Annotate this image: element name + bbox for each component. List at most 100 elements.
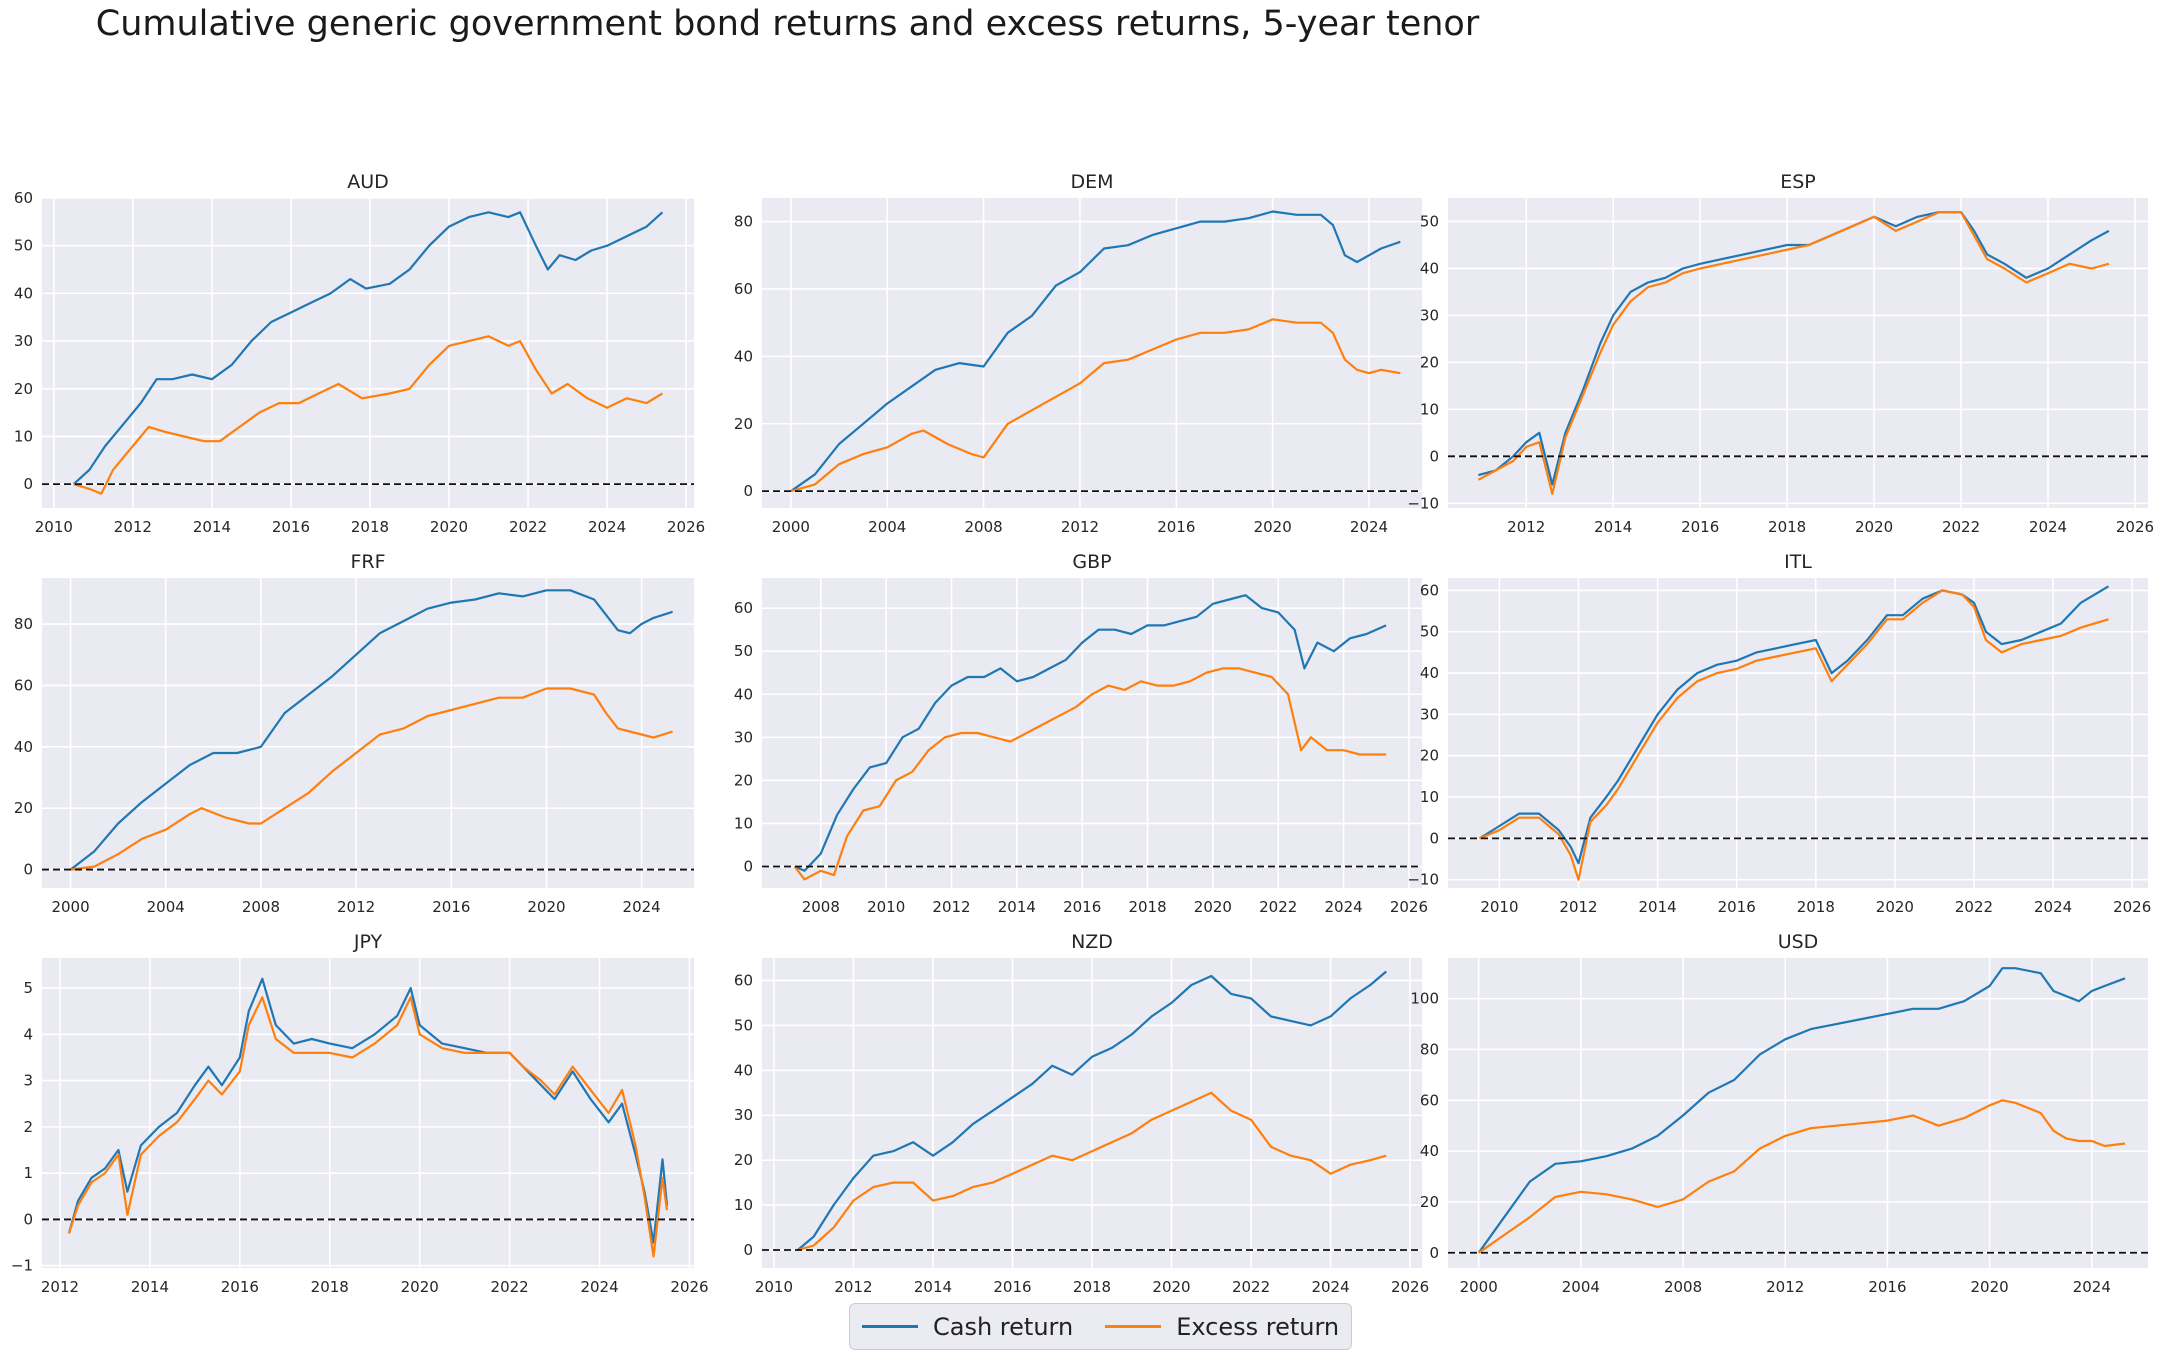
series-line-cash-return-frf	[69, 589, 673, 871]
x-tick-label-dem: 2000	[772, 518, 810, 536]
x-tick-label-esp: 2016	[1681, 518, 1719, 536]
series-line-excess-return-jpy	[67, 996, 669, 1258]
y-tick-label-itl: 20	[1420, 747, 1439, 765]
series-line-cash-return-usd	[1477, 967, 2126, 1254]
x-tick-label-frf: 2008	[242, 898, 280, 916]
x-tick-label-usd: 2004	[1562, 1278, 1600, 1296]
x-tick-label-dem: 2008	[965, 518, 1003, 536]
x-tick-label-nzd: 2012	[834, 1278, 872, 1296]
x-tick-label-frf: 2012	[337, 898, 375, 916]
y-tick-label-nzd: 50	[734, 1016, 753, 1034]
y-tick-label-jpy: 4	[23, 1025, 33, 1043]
plot-area-dem	[762, 198, 1422, 508]
plot-area-usd	[1448, 958, 2148, 1268]
x-tick-label-nzd: 2024	[1311, 1278, 1349, 1296]
legend-item-cash-return: Cash return	[862, 1313, 1073, 1341]
x-tick-label-aud: 2016	[272, 518, 310, 536]
y-tick-label-esp: 50	[1420, 212, 1439, 230]
y-tick-label-jpy: 2	[23, 1118, 33, 1136]
panel-usd: 2000 2004 2008 2012 2016 2020 2024 0 20 40 60 80 100…	[1410, 931, 2148, 1296]
x-tick-label-nzd: 2020	[1152, 1278, 1190, 1296]
x-tick-label-aud: 2012	[114, 518, 152, 536]
y-tick-label-nzd: 60	[734, 971, 753, 989]
x-tick-label-gbp: 2016	[1063, 898, 1101, 916]
panel-title-jpy: JPY	[353, 931, 383, 953]
panel-itl: 2010 2012 2014 2016 2018 2020 2022 2024 2026−100…	[1407, 551, 2151, 916]
y-tick-label-usd: 60	[1420, 1091, 1439, 1109]
x-tick-label-aud: 2022	[509, 518, 547, 536]
series-line-cash-return-dem	[790, 210, 1401, 493]
x-tick-label-gbp: 2020	[1194, 898, 1232, 916]
y-tick-label-frf: 60	[14, 676, 33, 694]
y-tick-label-usd: 80	[1420, 1040, 1439, 1058]
y-tick-label-itl: 60	[1420, 581, 1439, 599]
y-tick-label-dem: 40	[734, 347, 753, 365]
x-tick-label-frf: 2024	[623, 898, 661, 916]
x-tick-label-frf: 2004	[147, 898, 185, 916]
y-tick-label-usd: 100	[1410, 990, 1439, 1008]
series-line-excess-return-usd	[1478, 1099, 2126, 1254]
plot-area-gbp	[762, 578, 1422, 888]
y-tick-label-gbp: 0	[743, 857, 753, 875]
x-tick-label-dem: 2004	[868, 518, 906, 536]
series-line-excess-return-frf	[70, 687, 673, 871]
panel-esp: 2012 2014 2016 2018 2020 2022 2024 2026 −10 0 10 20…	[1407, 171, 2154, 536]
x-tick-label-usd: 2000	[1460, 1278, 1498, 1296]
y-tick-label-frf: 0	[23, 861, 33, 879]
x-tick-label-aud: 2018	[351, 518, 389, 536]
y-tick-label-aud: 30	[14, 332, 33, 350]
series-line-cash-return-aud	[72, 211, 664, 486]
panel-aud: 2010 2012 2014 2016 2018 2020 2022 2024 2026 0 10 2…	[14, 171, 705, 536]
y-tick-label-usd: 20	[1420, 1193, 1439, 1211]
y-tick-label-gbp: 10	[734, 814, 753, 832]
x-tick-label-gbp: 2014	[998, 898, 1036, 916]
x-tick-label-itl: 2022	[1955, 898, 1993, 916]
x-tick-label-esp: 2018	[1768, 518, 1806, 536]
x-tick-label-aud: 2014	[193, 518, 231, 536]
x-tick-label-frf: 2020	[527, 898, 565, 916]
x-tick-label-aud: 2020	[430, 518, 468, 536]
y-tick-label-usd: 0	[1429, 1244, 1439, 1262]
x-tick-label-jpy: 2016	[221, 1278, 259, 1296]
x-tick-label-itl: 2024	[2034, 898, 2072, 916]
series-line-excess-return-gbp	[793, 667, 1387, 881]
series-line-excess-return-dem	[790, 318, 1401, 493]
panel-title-itl: ITL	[1784, 551, 1812, 573]
panel-frf: 2000 2004 2008 2012 2016 2020 2024 0 20 40 60 80 FRF	[14, 551, 694, 916]
figure-title: Cumulative generic government bond retur…	[95, 4, 1480, 44]
y-tick-label-gbp: 50	[734, 642, 753, 660]
y-tick-label-nzd: 30	[734, 1106, 753, 1124]
panel-jpy: 2012 2014 2016 2018 2020 2022 2024 2026 −1 0 1 2 3 4 5…	[11, 931, 709, 1296]
y-tick-label-esp: 20	[1420, 353, 1439, 371]
legend-label-cash-return: Cash return	[933, 1312, 1074, 1341]
x-tick-label-esp: 2020	[1855, 518, 1893, 536]
legend-item-excess-return: Excess return	[1105, 1313, 1339, 1341]
x-tick-label-gbp: 2012	[932, 898, 970, 916]
x-tick-label-dem: 2020	[1254, 518, 1292, 536]
x-tick-label-dem: 2016	[1157, 518, 1195, 536]
y-tick-label-usd: 40	[1420, 1142, 1439, 1160]
y-tick-label-jpy: 0	[23, 1210, 33, 1228]
x-tick-label-gbp: 2022	[1259, 898, 1297, 916]
y-tick-label-nzd: 0	[743, 1241, 753, 1259]
x-tick-label-esp: 2012	[1507, 518, 1545, 536]
x-tick-label-usd: 2008	[1664, 1278, 1702, 1296]
x-tick-label-itl: 2010	[1480, 898, 1518, 916]
y-tick-label-gbp: 60	[734, 599, 753, 617]
panel-title-usd: USD	[1778, 931, 1819, 953]
x-tick-label-itl: 2012	[1559, 898, 1597, 916]
y-tick-label-nzd: 40	[734, 1061, 753, 1079]
x-tick-label-aud: 2026	[667, 518, 705, 536]
y-tick-label-aud: 40	[14, 284, 33, 302]
y-tick-label-frf: 20	[14, 799, 33, 817]
series-line-cash-return-jpy	[67, 977, 669, 1244]
x-tick-label-nzd: 2022	[1232, 1278, 1270, 1296]
x-tick-label-dem: 2024	[1350, 518, 1388, 536]
y-tick-label-esp: 0	[1429, 447, 1439, 465]
series-line-excess-return-itl	[1479, 589, 2109, 881]
y-tick-label-frf: 40	[14, 738, 33, 756]
y-tick-label-dem: 80	[734, 213, 753, 231]
x-tick-label-dem: 2012	[1061, 518, 1099, 536]
panel-title-aud: AUD	[347, 171, 389, 193]
y-tick-label-esp: 10	[1420, 400, 1439, 418]
